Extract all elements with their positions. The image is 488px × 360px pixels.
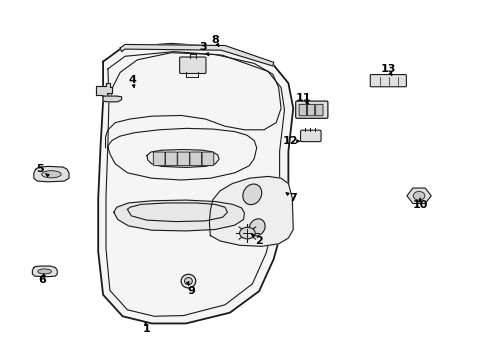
FancyBboxPatch shape (177, 152, 189, 166)
Text: 11: 11 (295, 93, 310, 103)
FancyBboxPatch shape (295, 101, 327, 118)
Polygon shape (120, 44, 273, 66)
Ellipse shape (38, 269, 51, 274)
Polygon shape (103, 96, 122, 102)
FancyBboxPatch shape (369, 75, 406, 87)
Text: 13: 13 (380, 64, 395, 74)
FancyBboxPatch shape (165, 152, 177, 166)
Polygon shape (114, 200, 244, 231)
Polygon shape (34, 166, 69, 182)
Circle shape (412, 192, 424, 200)
FancyBboxPatch shape (202, 152, 213, 166)
Text: 8: 8 (211, 35, 219, 45)
Text: 3: 3 (199, 42, 206, 52)
Text: 1: 1 (143, 324, 150, 334)
Text: 9: 9 (186, 286, 194, 296)
Ellipse shape (243, 184, 261, 204)
Polygon shape (32, 266, 57, 277)
FancyBboxPatch shape (300, 130, 321, 141)
Ellipse shape (41, 171, 61, 178)
Text: 12: 12 (283, 136, 298, 145)
Text: 4: 4 (128, 75, 136, 85)
FancyBboxPatch shape (299, 104, 306, 116)
Text: 7: 7 (289, 193, 297, 203)
Text: 5: 5 (36, 164, 43, 174)
Polygon shape (96, 83, 112, 96)
FancyBboxPatch shape (307, 104, 314, 116)
FancyBboxPatch shape (153, 152, 164, 166)
FancyBboxPatch shape (189, 152, 201, 166)
Ellipse shape (184, 278, 192, 285)
Ellipse shape (181, 274, 195, 288)
Circle shape (239, 227, 255, 239)
Text: 10: 10 (411, 200, 427, 210)
Polygon shape (147, 149, 219, 167)
FancyBboxPatch shape (179, 57, 205, 73)
Text: 6: 6 (38, 275, 46, 285)
Ellipse shape (249, 219, 264, 236)
Polygon shape (209, 176, 293, 246)
FancyBboxPatch shape (315, 104, 323, 116)
Polygon shape (98, 44, 293, 323)
Text: 2: 2 (255, 236, 263, 246)
